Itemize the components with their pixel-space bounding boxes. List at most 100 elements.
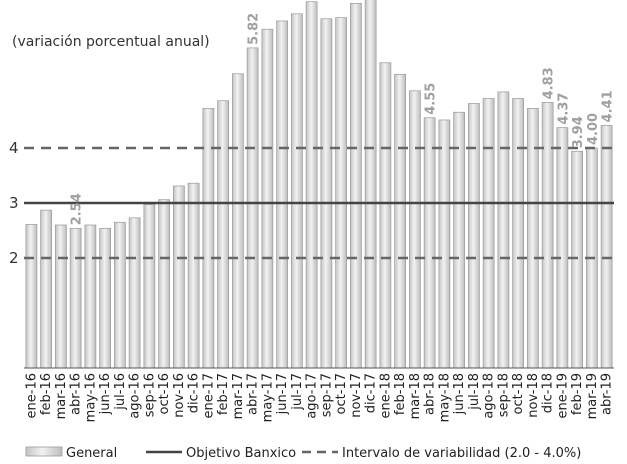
bar-sep-17 [320, 18, 333, 369]
x-tick-feb-19: feb-19 [570, 373, 585, 415]
bar-may-17 [261, 28, 274, 369]
x-tick-ene-17: ene-17 [201, 373, 216, 418]
bar-ene-18 [379, 62, 392, 369]
bar-abr-17 [246, 47, 259, 369]
bar-nov-17 [350, 2, 362, 369]
legend: General Objetivo Banxico Intervalo de va… [25, 446, 581, 461]
x-tick-may-18: may-18 [437, 373, 452, 422]
x-tick-ago-17: ago-17 [305, 373, 320, 419]
bar-abr-19 [600, 125, 613, 369]
legend-swatch-general [25, 446, 63, 457]
bar-feb-17 [217, 100, 229, 369]
bar-jun-17 [276, 20, 288, 369]
bar-dic-17 [364, 0, 377, 369]
x-tick-sep-17: sep-17 [319, 373, 334, 417]
data-label-mar-19: 4.00 [586, 113, 601, 145]
x-tick-mar-16: mar-16 [54, 373, 69, 419]
bar-jul-17 [291, 13, 303, 369]
x-tick-mar-19: mar-19 [585, 373, 600, 419]
bars-layer [25, 0, 613, 369]
bar-jun-18 [453, 111, 465, 369]
bar-dic-16 [187, 182, 200, 369]
x-tick-oct-16: oct-16 [157, 373, 172, 414]
bar-feb-18 [394, 73, 406, 369]
x-tick-oct-17: oct-17 [334, 373, 349, 414]
x-tick-dic-16: dic-16 [187, 373, 202, 413]
x-tick-feb-18: feb-18 [393, 373, 408, 415]
y-tick-4: 4 [9, 139, 19, 157]
bar-oct-17 [335, 17, 347, 369]
bar-jul-16 [114, 221, 126, 369]
reference-lines-layer [24, 146, 614, 369]
y-tick-2: 2 [9, 249, 19, 267]
x-tick-abr-16: abr-16 [69, 373, 84, 415]
x-tick-oct-18: oct-18 [511, 373, 526, 414]
x-tick-mar-18: mar-18 [408, 373, 423, 419]
legend-label-intervalo: Intervalo de variabilidad (2.0 - 4.0%) [342, 446, 581, 461]
x-tick-jul-18: jul-18 [467, 373, 482, 411]
bar-mar-17 [232, 73, 244, 369]
x-tick-sep-18: sep-18 [496, 373, 511, 417]
x-tick-may-17: may-17 [260, 373, 275, 422]
x-tick-nov-17: nov-17 [349, 373, 364, 418]
x-tick-feb-17: feb-17 [216, 373, 231, 415]
bar-oct-18 [512, 98, 524, 369]
legend-label-general: General [66, 446, 117, 461]
bar-nov-16 [173, 185, 185, 369]
x-tick-jun-18: jun-18 [452, 373, 467, 415]
bar-may-16 [84, 224, 97, 369]
data-label-feb-19: 3.94 [571, 116, 586, 148]
bar-sep-16 [143, 204, 156, 369]
bar-ene-16 [25, 224, 38, 369]
x-tick-ene-19: ene-19 [555, 373, 570, 418]
x-tick-ene-16: ene-16 [24, 373, 39, 418]
x-tick-abr-18: abr-18 [423, 373, 438, 415]
bar-abr-16 [69, 227, 82, 369]
x-tick-jul-16: jul-16 [113, 373, 128, 411]
x-tick-abr-17: abr-17 [246, 373, 261, 415]
bar-ago-17 [305, 1, 318, 369]
data-labels-layer: 2.545.826.774.554.834.373.944.004.41 [70, 13, 616, 225]
bar-feb-19 [571, 150, 583, 369]
data-label-abr-18: 4.55 [424, 83, 439, 115]
bar-dic-18 [541, 101, 554, 369]
bar-oct-16 [158, 199, 170, 369]
x-tick-sep-16: sep-16 [142, 373, 157, 417]
unit-label: (variación porcentual anual) [12, 34, 210, 50]
x-tick-ago-16: ago-16 [128, 373, 143, 419]
x-tick-ene-18: ene-18 [378, 373, 393, 418]
bar-ago-16 [128, 217, 141, 369]
x-tick-feb-16: feb-16 [39, 373, 54, 415]
x-axis-labels: ene-16 feb-16 mar-16 abr-16 may-16 jun-16 jul-… [24, 373, 614, 422]
bar-feb-16 [40, 209, 52, 369]
y-axis-labels: 2 3 4 [9, 139, 19, 267]
data-label-abr-16: 2.54 [70, 193, 85, 225]
x-tick-abr-19: abr-19 [600, 373, 615, 415]
bar-mar-18 [409, 90, 421, 369]
bar-jun-16 [99, 227, 111, 369]
x-tick-dic-18: dic-18 [541, 373, 556, 413]
data-label-dic-18: 4.83 [542, 67, 557, 99]
bar-sep-18 [497, 91, 510, 369]
bar-may-18 [438, 119, 451, 369]
x-tick-dic-17: dic-17 [364, 373, 379, 413]
x-tick-may-16: may-16 [83, 373, 98, 422]
bar-ene-19 [556, 127, 569, 369]
data-label-abr-17: 5.82 [247, 13, 262, 45]
data-label-ene-19: 4.37 [556, 93, 571, 125]
bar-ago-18 [482, 98, 495, 369]
bar-jul-18 [468, 103, 480, 369]
y-tick-3: 3 [9, 194, 19, 212]
x-tick-nov-18: nov-18 [526, 373, 541, 418]
x-tick-jun-16: jun-16 [98, 373, 113, 415]
x-tick-nov-16: nov-16 [172, 373, 187, 418]
x-tick-jun-17: jun-17 [275, 373, 290, 415]
x-tick-ago-18: ago-18 [482, 373, 497, 419]
bar-mar-16 [55, 224, 67, 369]
x-tick-mar-17: mar-17 [231, 373, 246, 419]
bar-abr-18 [423, 117, 436, 369]
x-tick-jul-17: jul-17 [290, 373, 305, 411]
data-label-abr-19: 4.41 [601, 90, 616, 122]
legend-label-objetivo: Objetivo Banxico [186, 446, 296, 461]
